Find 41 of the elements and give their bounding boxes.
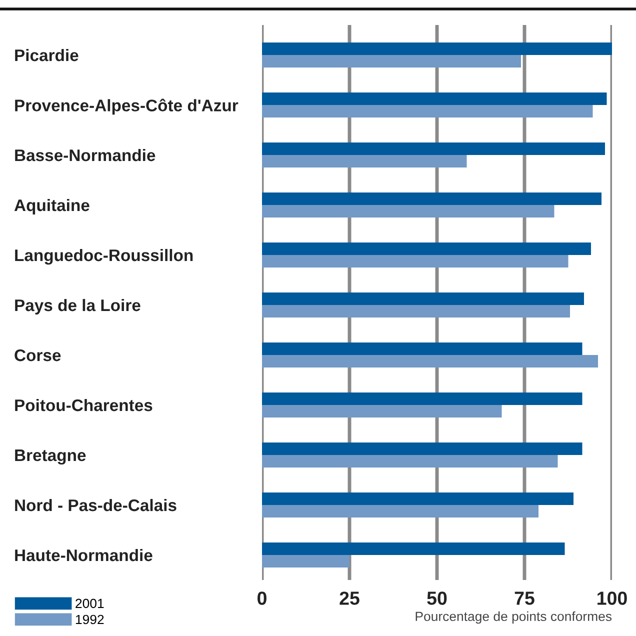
bar xyxy=(262,105,593,118)
x-tick-label: 100 xyxy=(598,592,627,605)
y-tick-label: Haute-Normandie xyxy=(15,548,152,562)
bar xyxy=(262,255,568,268)
bar xyxy=(262,505,538,518)
y-tick-label: Bretagne xyxy=(15,450,86,465)
bar xyxy=(262,242,591,255)
x-tick-label: 75 xyxy=(514,592,534,605)
bar xyxy=(262,205,554,218)
bar xyxy=(262,92,607,105)
y-tick-label: Provence-Alpes-Côte d'Azur xyxy=(15,98,238,115)
bar xyxy=(262,292,584,305)
legend-label: 1992 xyxy=(76,614,104,624)
y-tick-label: Nord - Pas-de-Calais xyxy=(15,498,176,512)
bar xyxy=(262,342,582,355)
y-tick-label: Languedoc-Roussillon xyxy=(15,248,193,265)
y-tick-label: Poitou-Charentes xyxy=(15,398,152,412)
x-tick-label: 0 xyxy=(258,592,266,605)
bar xyxy=(262,192,602,205)
y-tick-label: Picardie xyxy=(15,48,78,62)
bar xyxy=(262,555,350,568)
bar xyxy=(262,305,570,318)
x-tick-label: 25 xyxy=(340,592,360,605)
bar xyxy=(262,442,582,455)
bar xyxy=(262,155,467,168)
y-tick-label: Aquitaine xyxy=(14,198,90,214)
bar xyxy=(262,42,612,55)
bar xyxy=(262,55,521,68)
legend-label: 2001 xyxy=(76,598,104,608)
y-tick-label: Corse xyxy=(14,349,61,362)
bar xyxy=(262,542,565,555)
y-tick-label: Basse-Normandie xyxy=(15,148,156,162)
bar xyxy=(262,392,582,405)
bar xyxy=(262,492,574,505)
x-tick-label: 50 xyxy=(427,592,447,605)
bar xyxy=(262,405,502,418)
bar xyxy=(262,455,558,468)
bar xyxy=(262,355,598,368)
bar xyxy=(262,142,605,155)
y-tick-label: Pays de la Loire xyxy=(15,298,140,314)
x-axis-title: Pourcentage de points conformes xyxy=(416,611,612,624)
